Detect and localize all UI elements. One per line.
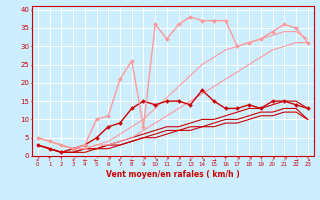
- X-axis label: Vent moyen/en rafales ( km/h ): Vent moyen/en rafales ( km/h ): [106, 170, 240, 179]
